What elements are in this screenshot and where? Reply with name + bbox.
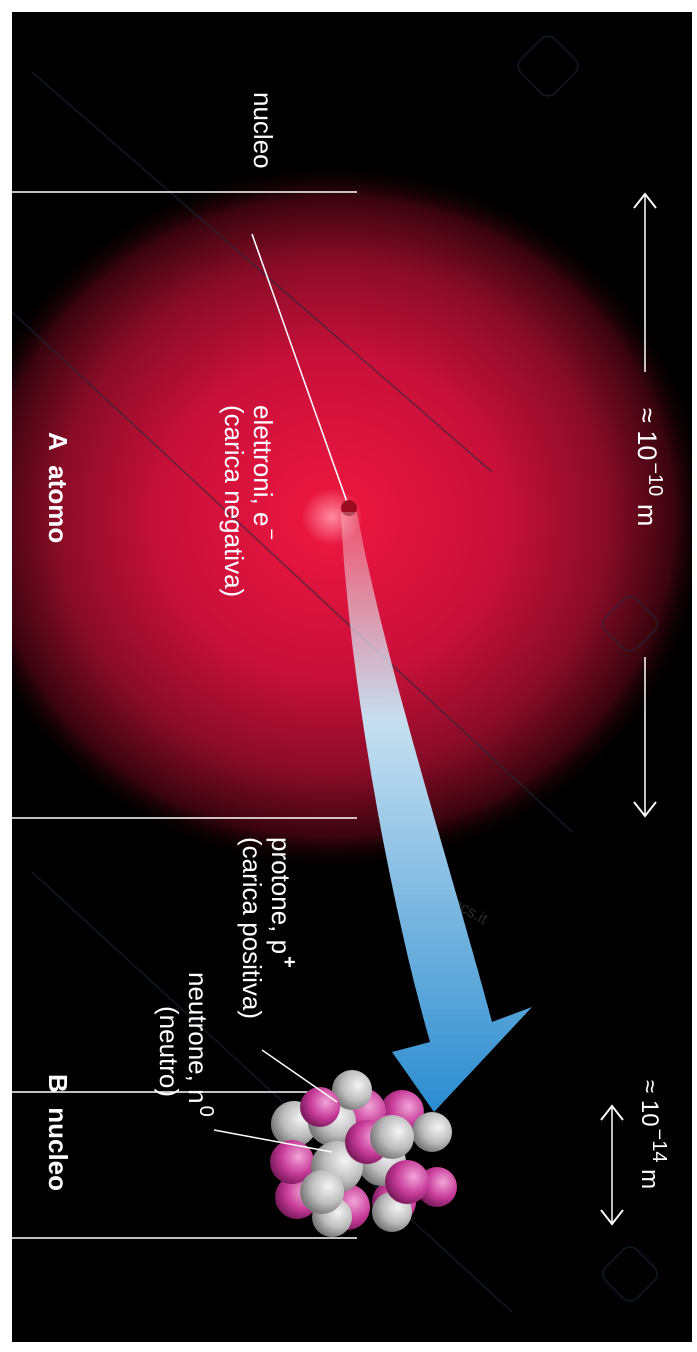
nucleus-size-unit: m <box>636 1169 663 1190</box>
proton-label: protone, p+ (carica positiva) <box>236 837 300 1020</box>
nucleus-dimension <box>12 1091 624 1239</box>
nucleus-caption: B nucleo <box>43 1074 73 1192</box>
proton-charge: (carica positiva) <box>236 837 267 1020</box>
zoom-arrow <box>341 512 532 1112</box>
nucleus-leader-line <box>251 233 348 503</box>
neutron-sign: 0 <box>195 1105 217 1117</box>
atom-caption-word: atomo <box>43 465 73 544</box>
atom-caption: A atomo <box>43 432 73 544</box>
neutron-label: neutrone, n0 (neutro) <box>153 972 217 1117</box>
atom-size-exponent: −10 <box>644 462 666 497</box>
proton-text: protone, p <box>266 837 296 955</box>
diagram-graphics: www.unidocs.it <box>12 35 692 1313</box>
electron-cloud <box>12 162 692 872</box>
nucleus-size-prefix: ≈ 10 <box>636 1080 663 1127</box>
electrons-sign: − <box>260 528 282 541</box>
electrons-label: elettroni, e− (carica negativa) <box>218 405 282 598</box>
electrons-text: elettroni, e <box>248 405 278 527</box>
proton-leader-line <box>261 1049 338 1103</box>
atom-size-unit: m <box>632 503 662 527</box>
nucleus-pointer-label: nucleo <box>248 92 278 169</box>
nucleus-caption-letter: B <box>43 1074 73 1093</box>
diagram-stage: www.unidocs.it <box>12 12 692 1342</box>
nucleus-caption-word: nucleo <box>43 1107 73 1192</box>
proton-sign: + <box>278 956 300 968</box>
neutron-text: neutrone, n <box>183 972 213 1104</box>
nucleus-cluster <box>270 1070 457 1237</box>
atom-caption-letter: A <box>43 432 73 451</box>
atom-size-label: ≈ 10−10 m <box>632 408 666 527</box>
atom-size-prefix: ≈ 10 <box>632 408 662 461</box>
neutron-charge: (neutro) <box>153 1006 184 1098</box>
nucleus-size-exponent: −14 <box>648 1128 670 1163</box>
nucleus-size-label: ≈ 10−14 m <box>635 1080 670 1190</box>
diagram-panel: www.unidocs.it <box>12 12 692 1342</box>
atom-dimension <box>12 191 657 819</box>
electrons-charge: (carica negativa) <box>218 405 249 598</box>
neutron-leader-line <box>213 1129 333 1153</box>
